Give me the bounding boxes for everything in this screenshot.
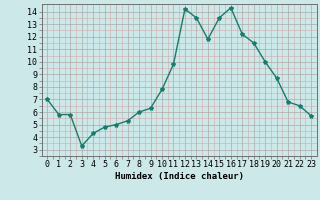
X-axis label: Humidex (Indice chaleur): Humidex (Indice chaleur) [115,172,244,181]
